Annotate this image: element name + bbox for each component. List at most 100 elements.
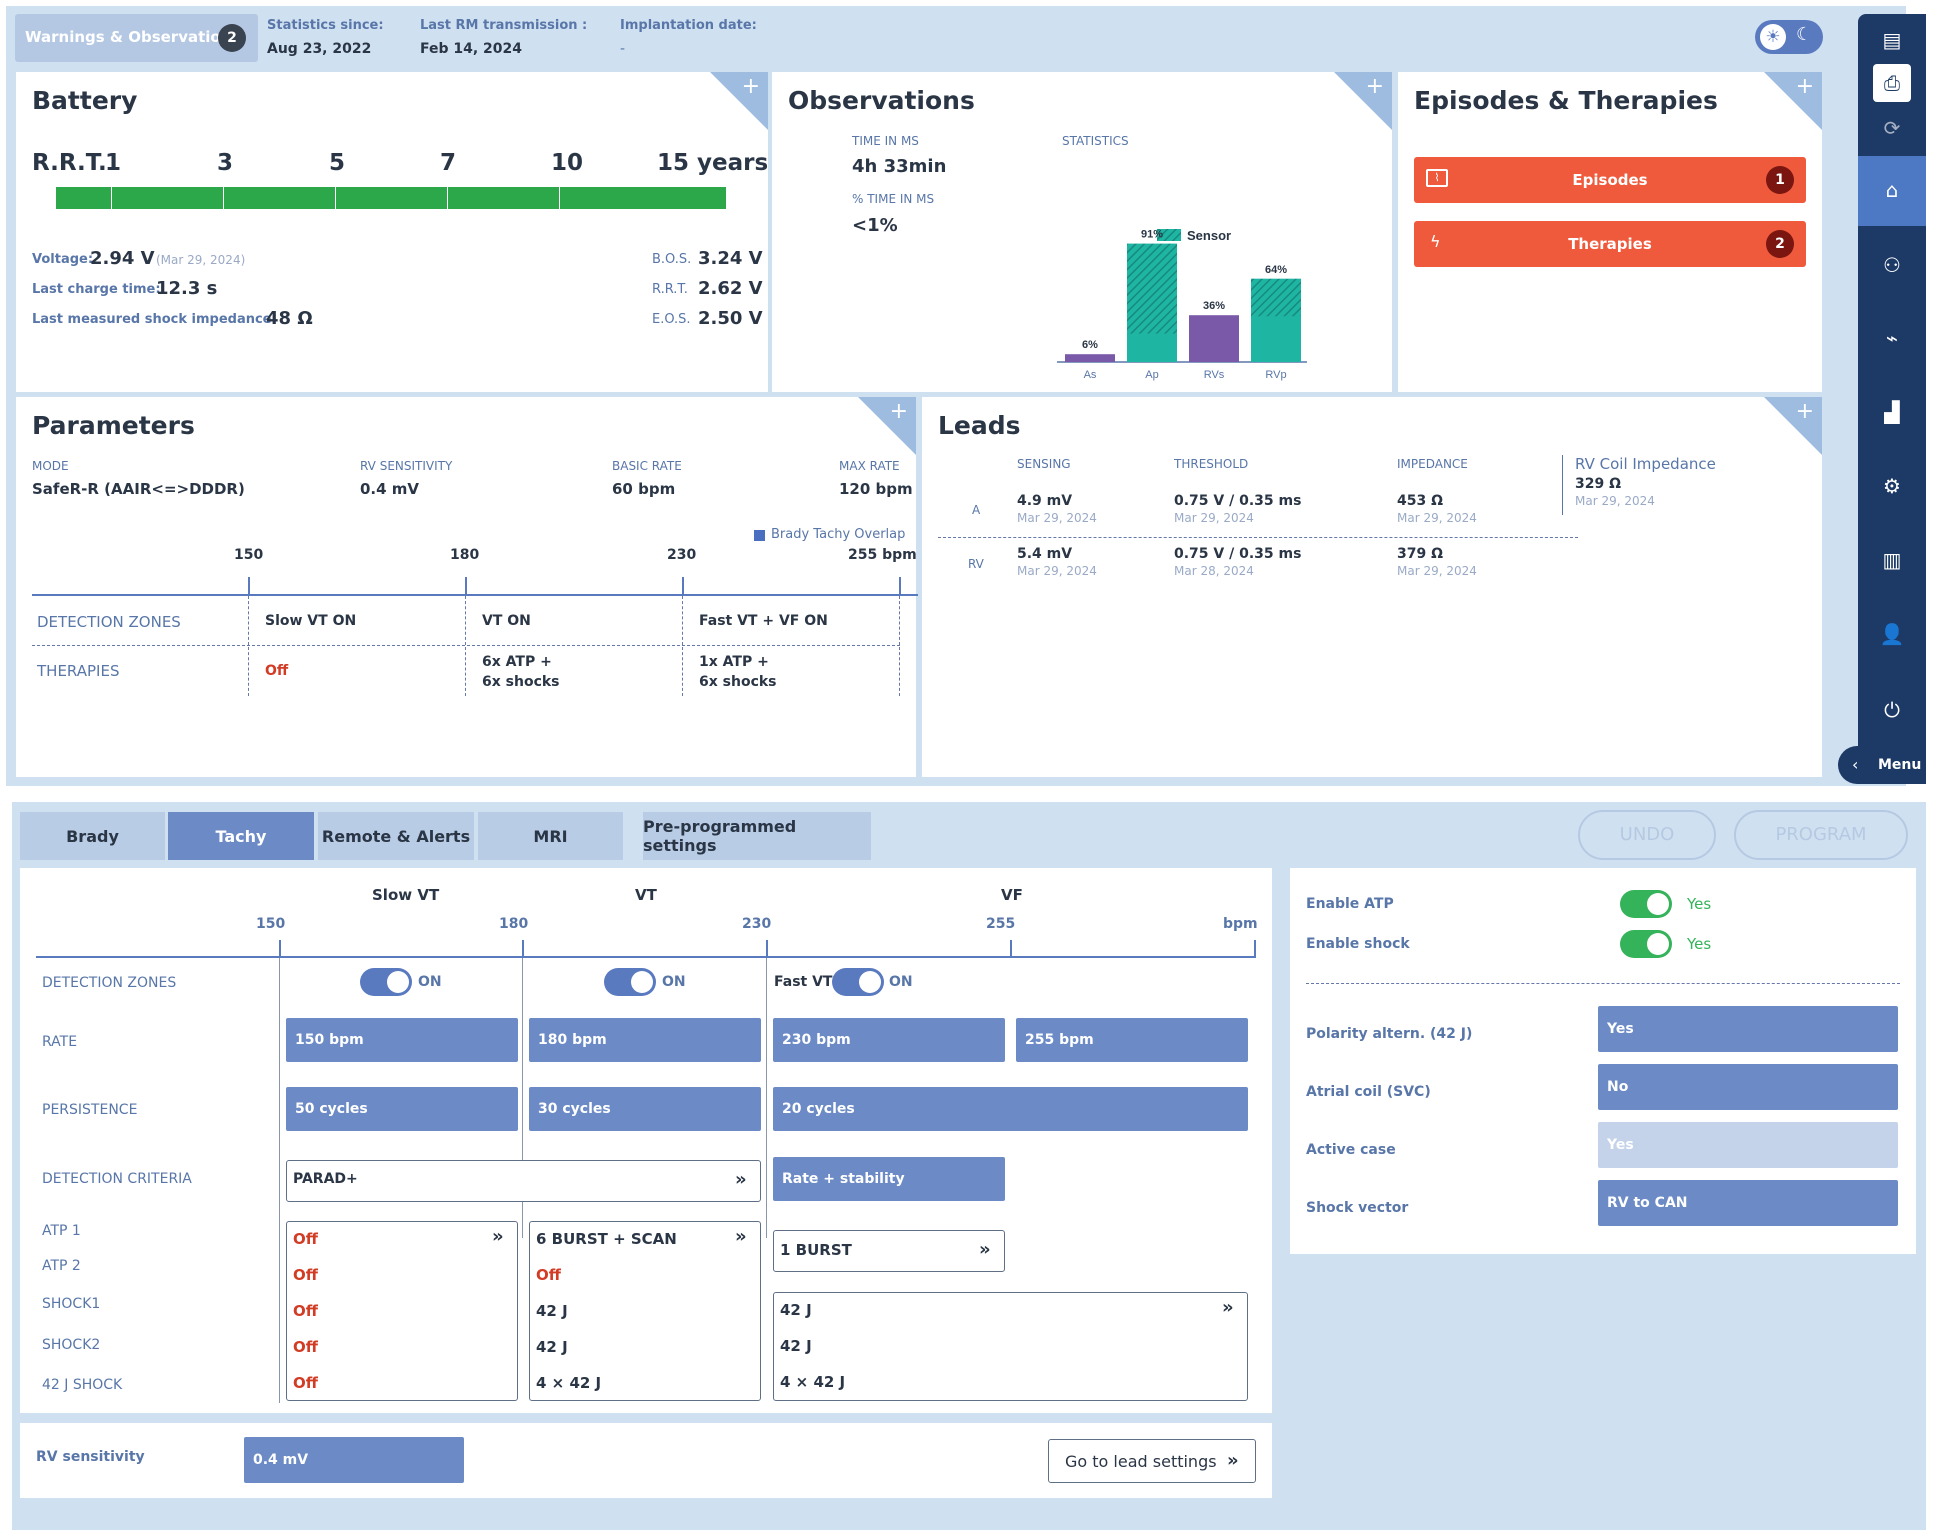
plus-icon[interactable]: + [1365, 74, 1384, 99]
power-icon[interactable]: ⏻ [1884, 698, 1900, 722]
tab-preprogrammed[interactable]: Pre-programmed settings [643, 812, 871, 860]
fast-vt-vf-shock-box[interactable]: » 42 J 42 J 4 × 42 J [773, 1292, 1248, 1401]
atrial-coil-select[interactable]: No [1598, 1064, 1898, 1110]
bar-sensor-part-rvp [1251, 278, 1301, 317]
menu-button[interactable]: ‹ Menu [1838, 746, 1926, 784]
rv-sensitivity-value: 0.4 mV [360, 480, 420, 498]
pacing-icon[interactable]: ⚇ [1883, 253, 1901, 277]
rate-slow-vt[interactable]: 150 bpm [286, 1018, 518, 1062]
sync-icon[interactable]: ⟳ [1883, 116, 1901, 140]
double-chevron-right-icon: » [492, 1226, 504, 1247]
leads-title: Leads [938, 411, 1021, 440]
slow-vt-toggle[interactable] [360, 968, 412, 996]
tab-mri[interactable]: MRI [478, 812, 623, 860]
zone-title-slow-vt: Slow VT [372, 886, 440, 904]
enable-shock-toggle[interactable] [1620, 930, 1672, 958]
persistence-vt[interactable]: 30 cycles [529, 1087, 761, 1131]
vt-shock2: 42 J [536, 1338, 568, 1356]
fast-vt-atp-box[interactable]: 1 BURST » [773, 1230, 1005, 1272]
lead-a-label: A [972, 503, 981, 517]
impedance-header: IMPEDANCE [1397, 457, 1468, 471]
double-chevron-right-icon: » [735, 1169, 747, 1190]
zone-slow-vt: Slow VT ON [265, 613, 357, 629]
home-icon[interactable]: ⌂ [1885, 178, 1899, 202]
rate-fast-vt[interactable]: 230 bpm [773, 1018, 1005, 1062]
shock-vector-select[interactable]: RV to CAN [1598, 1180, 1898, 1226]
persistence-fast-vt-vf[interactable]: 20 cycles [773, 1087, 1248, 1131]
tick-150: 150 [256, 916, 286, 932]
settings-icon[interactable]: ⚙ [1883, 474, 1901, 498]
plus-icon[interactable]: + [1795, 74, 1814, 99]
pct-ms-label: % TIME IN MS [852, 192, 935, 206]
chevron-left-icon: ‹ [1852, 755, 1859, 774]
expand-corner[interactable] [710, 72, 768, 130]
rv-sensitivity-panel: RV sensitivity 0.4 mV Go to lead setting… [20, 1423, 1272, 1498]
episodes-count-badge: 1 [1766, 166, 1794, 194]
ecg-icon[interactable]: ⌁ [1885, 326, 1899, 350]
episodes-therapies-card: + Episodes & Therapies ⌇ Episodes 1 ϟ Th… [1398, 72, 1822, 392]
plus-icon[interactable]: + [889, 399, 908, 424]
max-rate-label: MAX RATE [839, 459, 900, 473]
row-atp2: ATP 2 [42, 1258, 81, 1274]
user-icon[interactable]: 👤 [1879, 622, 1905, 646]
enable-atp-toggle[interactable] [1620, 890, 1672, 918]
rate-vf[interactable]: 255 bpm [1016, 1018, 1248, 1062]
vt-toggle[interactable] [604, 968, 656, 996]
active-case-select: Yes [1598, 1122, 1898, 1168]
rate-axis [32, 594, 918, 596]
rv-sensitivity-label: RV sensitivity [36, 1449, 145, 1465]
rv-coil-date: Mar 29, 2024 [1575, 494, 1655, 508]
document-icon[interactable]: ▤ [1882, 28, 1902, 52]
therapies-button[interactable]: ϟ Therapies 2 [1414, 221, 1806, 267]
expand-corner[interactable] [1334, 72, 1392, 130]
go-to-lead-settings-button[interactable]: Go to lead settings » [1048, 1439, 1256, 1483]
enable-shock-label: Enable shock [1306, 936, 1410, 952]
rv-sensitivity-select[interactable]: 0.4 mV [244, 1437, 464, 1483]
expand-corner[interactable] [1764, 72, 1822, 130]
vt-therapy-box[interactable]: » 6 BURST + SCAN Off 42 J 42 J 4 × 42 J [529, 1221, 761, 1401]
expand-corner[interactable] [1764, 397, 1822, 455]
warnings-observations-button[interactable]: Warnings & Observations 2 [15, 14, 258, 62]
tab-tachy[interactable]: Tachy [168, 812, 314, 860]
statistics-chart: Sensor 6% As 91% Ap 36% RVs 64% RVp [1057, 228, 1307, 381]
report-icon[interactable]: ▥ [1882, 548, 1902, 572]
tab-brady[interactable]: Brady [20, 812, 165, 860]
fast-vt-toggle[interactable] [832, 968, 884, 996]
undo-button[interactable]: UNDO [1578, 810, 1716, 860]
polarity-select[interactable]: Yes [1598, 1006, 1898, 1052]
plus-icon[interactable]: + [1795, 399, 1814, 424]
mode-label: MODE [32, 459, 69, 473]
statistics-icon[interactable]: ▟ [1884, 400, 1900, 424]
row-persistence: PERSISTENCE [42, 1102, 138, 1118]
bar-rvs [1189, 315, 1239, 362]
tick-230: 230 [742, 916, 772, 932]
vt-on-label: ON [662, 974, 686, 990]
rate-vt[interactable]: 180 bpm [529, 1018, 761, 1062]
detection-criteria-rate-stability[interactable]: Rate + stability [773, 1157, 1005, 1201]
print-icon[interactable]: ⎙ [1873, 64, 1911, 102]
voltage-label: Voltage: [32, 252, 94, 267]
battery-bar [56, 187, 726, 209]
theme-toggle[interactable]: ☀ ☾ [1755, 20, 1823, 54]
eos-value: 2.50 V [698, 308, 763, 329]
slow-vt-therapy-box[interactable]: » Off Off Off Off Off [286, 1221, 518, 1401]
program-button[interactable]: PROGRAM [1734, 810, 1908, 860]
tab-remote-alerts[interactable]: Remote & Alerts [318, 812, 474, 860]
persistence-slow-vt[interactable]: 50 cycles [286, 1087, 518, 1131]
expand-corner[interactable] [858, 397, 916, 455]
overlap-label: Brady Tachy Overlap [771, 527, 906, 542]
plus-icon[interactable]: + [741, 74, 760, 99]
vt-atp2: Off [536, 1266, 561, 1284]
scale-10: 10 [551, 150, 584, 176]
lead-rv-threshold: 0.75 V / 0.35 ms [1174, 546, 1302, 562]
mode-value: SafeR-R (AAIR<=>DDDR) [32, 480, 245, 498]
waveform-icon: ⌇ [1426, 169, 1448, 187]
lead-a-threshold: 0.75 V / 0.35 ms [1174, 493, 1302, 509]
detection-criteria-parad[interactable]: PARAD+ » [286, 1160, 761, 1202]
bar-as [1065, 354, 1115, 362]
slow-vt-42j: Off [293, 1374, 318, 1392]
lead-rv-threshold-date: Mar 28, 2024 [1174, 564, 1254, 578]
sidebar-home-active[interactable] [1858, 156, 1926, 226]
impedance-label: Last measured shock impedance: [32, 312, 277, 327]
episodes-button[interactable]: ⌇ Episodes 1 [1414, 157, 1806, 203]
